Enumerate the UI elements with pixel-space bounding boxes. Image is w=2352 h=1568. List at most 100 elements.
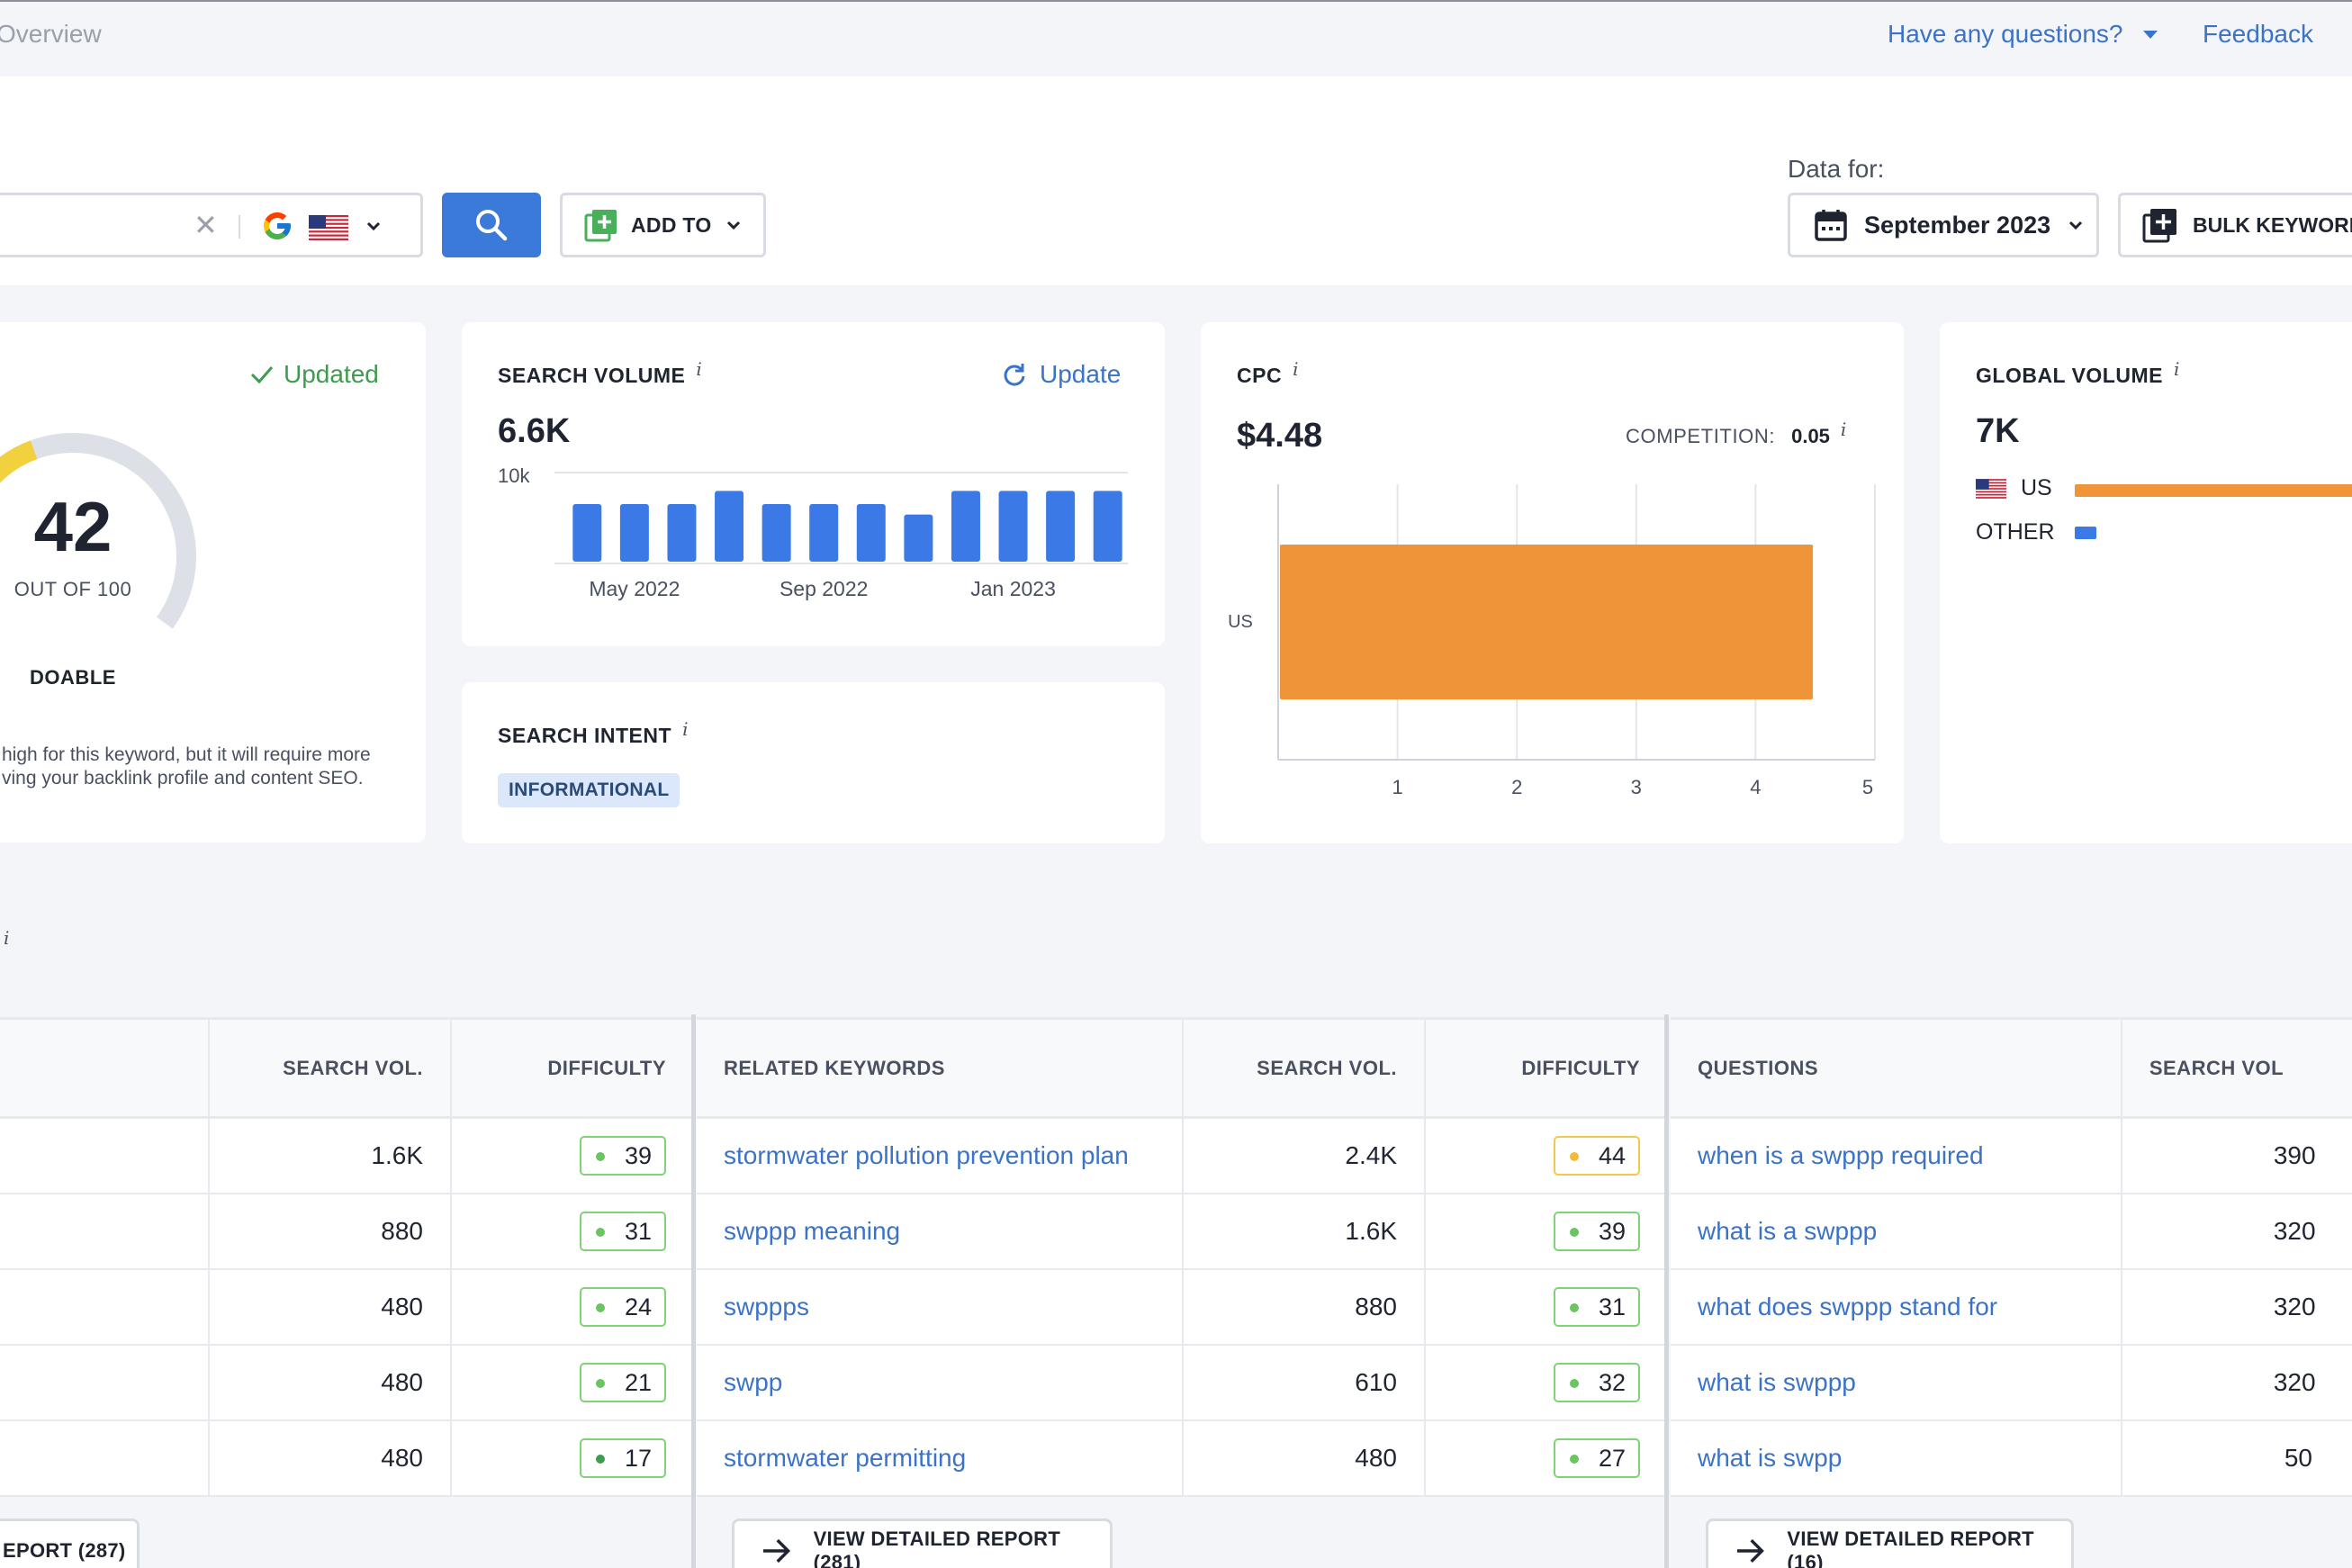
volume-bar[interactable] bbox=[715, 491, 744, 562]
search-volume-title-text: SEARCH VOLUME bbox=[498, 364, 686, 387]
x-tick-label: 1 bbox=[1392, 776, 1402, 798]
volume-bar[interactable] bbox=[761, 503, 791, 562]
volume-bar[interactable] bbox=[951, 491, 980, 562]
volume-cell: 390 bbox=[2120, 1117, 2352, 1194]
keyword-cell[interactable] bbox=[0, 1344, 209, 1421]
table-row: when is a swppp required 390 bbox=[1671, 1117, 2352, 1194]
x-tick-label: May 2022 bbox=[589, 577, 680, 600]
volume-bar[interactable] bbox=[1046, 491, 1076, 562]
difficulty-cell: 31 bbox=[450, 1193, 693, 1270]
feedback-link[interactable]: Feedback bbox=[2203, 20, 2313, 48]
difficulty-description-line: high for this keyword, but it will requi… bbox=[2, 744, 371, 765]
arrow-right-icon bbox=[762, 1538, 791, 1563]
difficulty-level: DOABLE bbox=[30, 666, 116, 689]
search-volume-value: 6.6K bbox=[498, 412, 571, 450]
volume-bar[interactable] bbox=[572, 503, 602, 562]
keyword-cell[interactable] bbox=[0, 1268, 209, 1346]
column-header[interactable]: SEARCH VOL. bbox=[208, 1017, 451, 1119]
column-header bbox=[0, 1017, 209, 1119]
difficulty-badge: 31 bbox=[1554, 1286, 1640, 1327]
help-dropdown[interactable]: Have any questions? bbox=[1888, 20, 2158, 49]
bulk-keyword-button[interactable]: BULK KEYWORD bbox=[2118, 193, 2352, 257]
difficulty-badge: 31 bbox=[580, 1211, 666, 1251]
keyword-link[interactable]: stormwater permitting bbox=[697, 1419, 1183, 1497]
info-icon[interactable]: i bbox=[1293, 358, 1299, 380]
info-icon[interactable]: i bbox=[4, 927, 10, 949]
difficulty-cell: 17 bbox=[450, 1419, 693, 1497]
competition: COMPETITION: 0.05 i bbox=[1626, 419, 1847, 448]
keyword-cell[interactable] bbox=[0, 1193, 209, 1270]
info-icon[interactable]: i bbox=[696, 358, 702, 380]
difficulty-badge-value: 21 bbox=[624, 1368, 652, 1396]
info-icon[interactable]: i bbox=[682, 718, 689, 740]
question-link[interactable]: what is swpp bbox=[1671, 1419, 2122, 1497]
column-header[interactable]: SEARCH VOL bbox=[2120, 1017, 2352, 1119]
search-button[interactable] bbox=[442, 193, 541, 257]
top-bar bbox=[0, 0, 2352, 77]
difficulty-badge-value: 39 bbox=[1598, 1217, 1626, 1245]
keyword-cell[interactable] bbox=[0, 1117, 209, 1194]
difficulty-badge: 27 bbox=[1554, 1437, 1640, 1478]
status-dot bbox=[596, 1378, 605, 1388]
status-dot bbox=[596, 1302, 605, 1312]
chevron-down-icon[interactable] bbox=[365, 217, 383, 235]
view-report-button[interactable]: VIEW DETAILED REPORT (16) bbox=[1706, 1518, 2074, 1568]
table-divider bbox=[1664, 1014, 1669, 1568]
view-report-label: EPORT (287) bbox=[3, 1539, 126, 1562]
questions-table: QUESTIONS SEARCH VOL when is a swppp req… bbox=[1671, 1017, 2352, 1497]
question-link[interactable]: when is a swppp required bbox=[1671, 1117, 2122, 1194]
question-link[interactable]: what is swppp bbox=[1671, 1344, 2122, 1421]
update-button[interactable]: Update bbox=[1002, 360, 1121, 389]
search-volume-card bbox=[462, 322, 1165, 646]
date-value: September 2023 bbox=[1864, 211, 2051, 239]
calendar-icon bbox=[1815, 210, 1847, 241]
volume-bar[interactable] bbox=[809, 503, 839, 562]
info-icon[interactable]: i bbox=[1840, 419, 1847, 440]
cpc-bar[interactable] bbox=[1280, 545, 1814, 699]
volume-cell: 1.6K bbox=[1182, 1193, 1425, 1270]
difficulty-badge: 39 bbox=[580, 1135, 666, 1176]
x-tick-label: 3 bbox=[1631, 776, 1642, 798]
date-selector[interactable]: September 2023 bbox=[1788, 193, 2099, 257]
table-row: stormwater permitting 480 27 bbox=[697, 1419, 1667, 1497]
info-icon[interactable]: i bbox=[2173, 358, 2180, 380]
difficulty-gauge bbox=[0, 433, 196, 629]
volume-bar[interactable] bbox=[1093, 491, 1122, 562]
status-dot bbox=[596, 1454, 605, 1464]
keyword-link[interactable]: swppps bbox=[697, 1268, 1183, 1346]
refresh-icon bbox=[1004, 364, 1025, 386]
table-row: 1.6K 39 bbox=[0, 1117, 693, 1194]
table-row: 480 24 bbox=[0, 1268, 693, 1346]
breadcrumb[interactable]: Overview bbox=[0, 20, 102, 48]
difficulty-badge: 21 bbox=[580, 1362, 666, 1402]
us-flag-icon bbox=[309, 215, 348, 240]
volume-bar[interactable] bbox=[904, 514, 933, 562]
bulk-keyword-label: BULK KEYWORD bbox=[2193, 212, 2352, 237]
volume-bar[interactable] bbox=[667, 503, 697, 562]
add-to-button[interactable]: ADD TO bbox=[560, 193, 766, 257]
keyword-link[interactable]: stormwater pollution prevention plan bbox=[697, 1117, 1183, 1194]
volume-bar[interactable] bbox=[998, 491, 1028, 562]
view-report-button[interactable]: VIEW DETAILED REPORT (281) bbox=[732, 1518, 1113, 1568]
volume-cell: 320 bbox=[2120, 1268, 2352, 1346]
column-header[interactable]: SEARCH VOL. bbox=[1182, 1017, 1425, 1119]
global-volume-title-text: GLOBAL VOLUME bbox=[1976, 364, 2163, 387]
column-header[interactable]: DIFFICULTY bbox=[450, 1017, 693, 1119]
keyword-search-input[interactable]: ✕ bbox=[0, 193, 423, 257]
clear-icon[interactable]: ✕ bbox=[194, 209, 218, 241]
competition-value: 0.05 bbox=[1791, 425, 1830, 447]
keyword-link[interactable]: swppp meaning bbox=[697, 1193, 1183, 1270]
difficulty-cell: 44 bbox=[1424, 1117, 1667, 1194]
volume-bar[interactable] bbox=[856, 503, 886, 562]
question-link[interactable]: what is a swppp bbox=[1671, 1193, 2122, 1270]
updated-label: Updated bbox=[284, 360, 379, 388]
question-link[interactable]: what does swppp stand for bbox=[1671, 1268, 2122, 1346]
keyword-link[interactable]: swpp bbox=[697, 1344, 1183, 1421]
column-header[interactable]: DIFFICULTY bbox=[1424, 1017, 1667, 1119]
status-dot bbox=[1570, 1227, 1579, 1237]
keyword-cell[interactable] bbox=[0, 1419, 209, 1497]
view-report-button[interactable]: EPORT (287) bbox=[0, 1518, 140, 1568]
chevron-down-icon bbox=[726, 221, 740, 230]
check-icon bbox=[250, 366, 274, 384]
volume-bar[interactable] bbox=[619, 503, 649, 562]
